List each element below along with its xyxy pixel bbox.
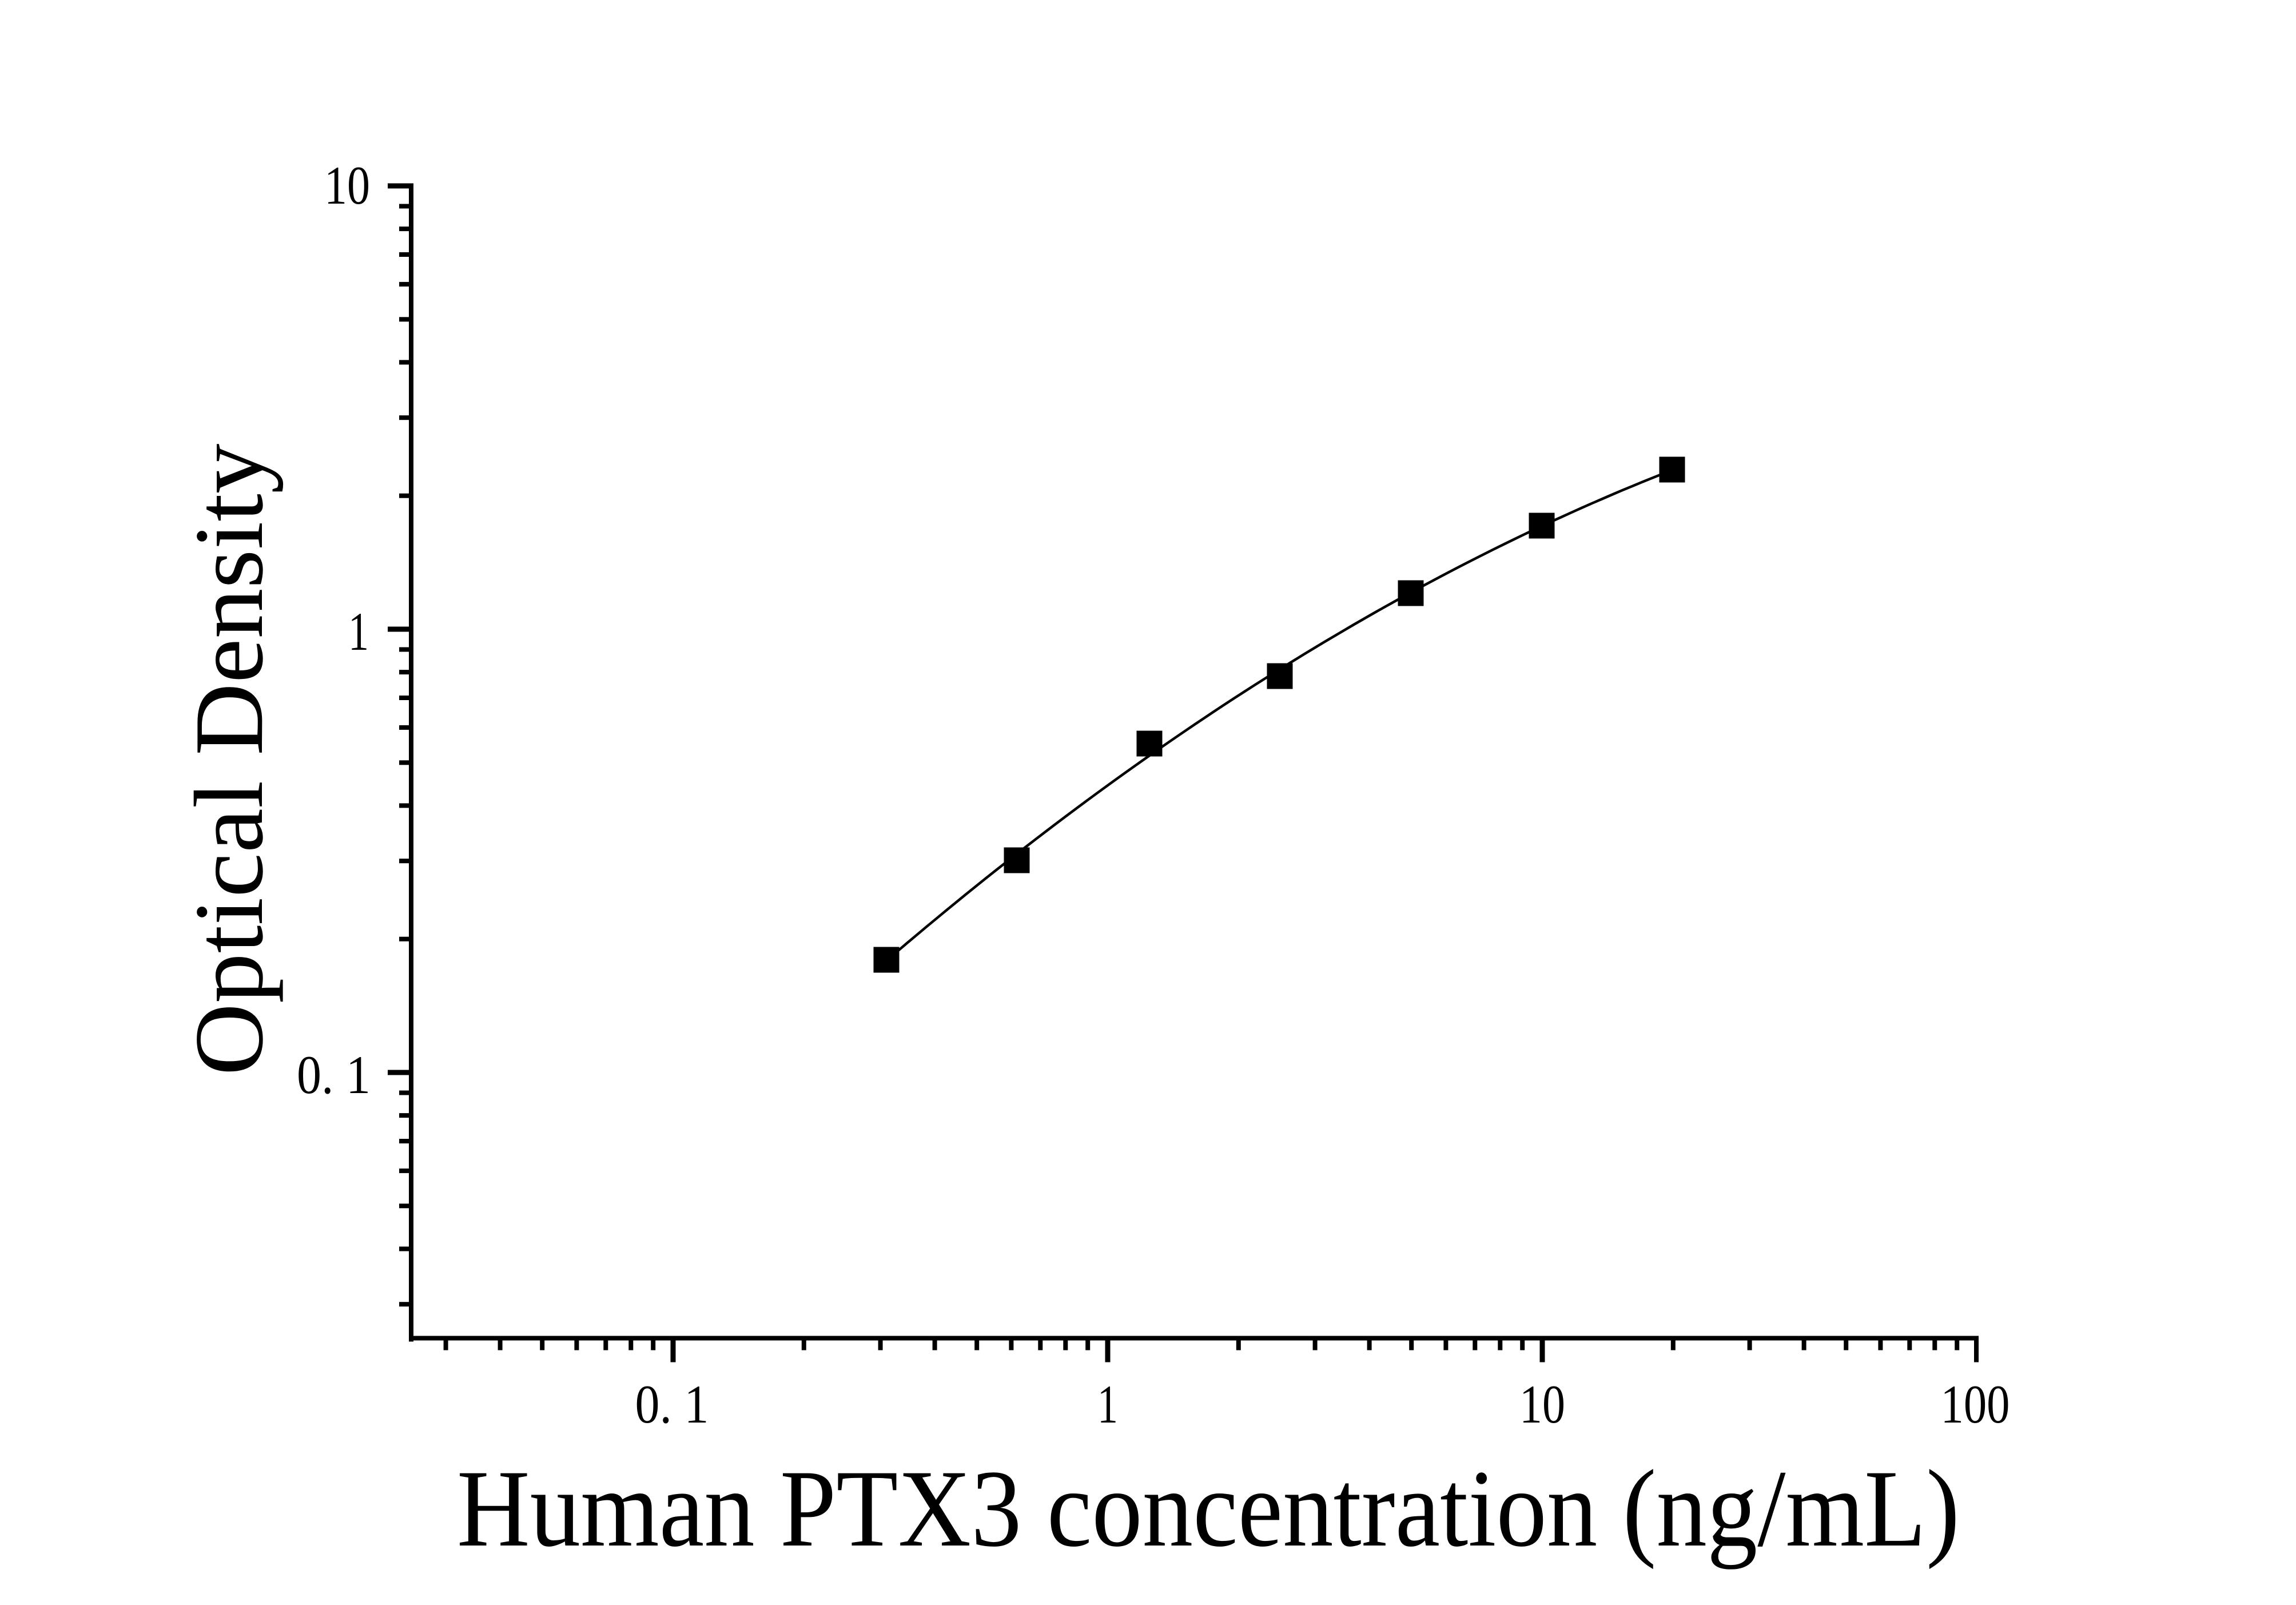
svg-text:0. 1: 0. 1 xyxy=(635,1374,709,1435)
svg-text:1: 1 xyxy=(1097,1374,1118,1435)
svg-text:Human PTX3 concentration (ng/m: Human PTX3 concentration (ng/mL) xyxy=(457,1447,1960,1570)
svg-text:Optical Density: Optical Density xyxy=(175,444,284,1076)
svg-text:100: 100 xyxy=(1941,1374,2010,1435)
svg-text:10: 10 xyxy=(1519,1374,1565,1435)
svg-text:0. 1: 0. 1 xyxy=(297,1044,371,1105)
svg-text:1: 1 xyxy=(348,601,369,662)
svg-text:10: 10 xyxy=(324,155,370,216)
